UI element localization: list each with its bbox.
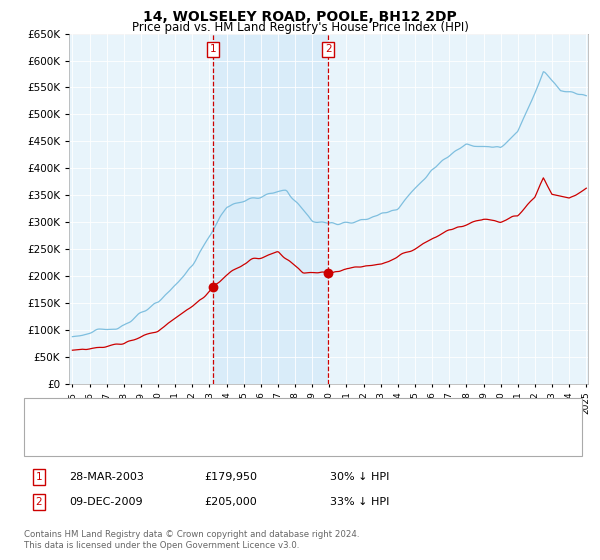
Text: 1: 1 [210,44,217,54]
Text: 09-DEC-2009: 09-DEC-2009 [69,497,143,507]
Bar [214,34,328,384]
Text: ─────: ───── [37,433,74,446]
Text: 14, WOLSELEY ROAD, POOLE, BH12 2DP: 14, WOLSELEY ROAD, POOLE, BH12 2DP [143,10,457,24]
Text: Price paid vs. HM Land Registry's House Price Index (HPI): Price paid vs. HM Land Registry's House … [131,21,469,34]
Text: 14, WOLSELEY ROAD, POOLE, BH12 2DP (detached house): 14, WOLSELEY ROAD, POOLE, BH12 2DP (deta… [78,409,383,419]
Text: ─────: ───── [37,408,74,421]
Text: 2: 2 [325,44,332,54]
Text: £205,000: £205,000 [204,497,257,507]
Text: Contains HM Land Registry data © Crown copyright and database right 2024.
This d: Contains HM Land Registry data © Crown c… [24,530,359,550]
Text: 2: 2 [35,497,43,507]
Text: 1: 1 [35,472,43,482]
Text: HPI: Average price, detached house, Bournemouth Christchurch and Poole: HPI: Average price, detached house, Bour… [78,435,466,445]
Point [209,282,218,291]
Text: £179,950: £179,950 [204,472,257,482]
Text: 30% ↓ HPI: 30% ↓ HPI [330,472,389,482]
Text: 28-MAR-2003: 28-MAR-2003 [69,472,144,482]
Text: 33% ↓ HPI: 33% ↓ HPI [330,497,389,507]
Point [323,269,333,278]
